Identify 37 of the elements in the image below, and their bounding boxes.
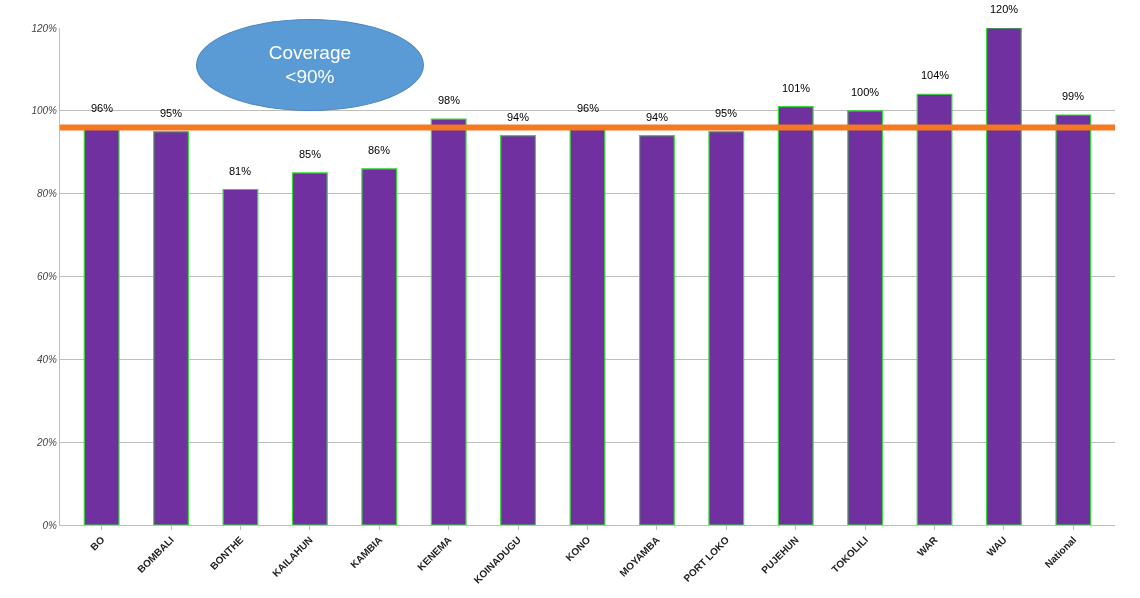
annotation: Coverage <90% [267,41,353,90]
data-label: 95% [160,107,183,119]
y-tick-label: 120% [31,22,58,34]
y-tick-label: 100% [31,105,58,117]
bar [361,168,398,525]
data-label: 81% [229,165,252,177]
data-label: 98% [438,94,461,106]
y-tick-label: 60% [36,271,58,282]
bar [291,172,328,525]
bar [986,28,1022,525]
data-label: 94% [646,111,669,123]
bar [638,135,675,525]
y-tick-label: 0% [42,519,58,531]
data-label: 101% [782,82,811,94]
bar [1055,114,1092,525]
data-label: 96% [577,102,600,114]
bar [153,130,189,525]
data-label: 100% [851,86,880,98]
y-tick-label: 20% [35,436,58,448]
data-label: 94% [507,111,530,123]
data-label: 96% [91,102,114,114]
bar [847,110,884,525]
bar [430,118,467,525]
data-label: 99% [1062,90,1085,102]
bar [777,106,814,525]
data-label: 104% [921,69,950,81]
bar [500,135,537,525]
data-label: 85% [299,148,322,160]
data-label: 95% [715,107,738,119]
x-tick-label: BO [88,534,107,553]
y-tick-label: 80% [36,188,58,200]
bar [708,130,745,525]
data-label: 86% [368,144,391,156]
y-tick-label: 40% [36,353,58,365]
bar [222,188,259,525]
data-label: 120% [990,3,1019,15]
bar [916,93,953,525]
